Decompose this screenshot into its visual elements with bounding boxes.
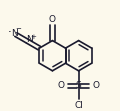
Text: ·: · bbox=[7, 26, 11, 39]
Text: −: − bbox=[16, 26, 22, 32]
Text: N: N bbox=[26, 35, 32, 44]
Text: Cl: Cl bbox=[74, 101, 83, 110]
Text: +: + bbox=[30, 34, 36, 40]
Text: S: S bbox=[76, 81, 81, 90]
Text: O: O bbox=[58, 81, 65, 90]
Text: O: O bbox=[93, 81, 100, 90]
Text: O: O bbox=[49, 15, 56, 24]
Text: N: N bbox=[12, 29, 18, 38]
